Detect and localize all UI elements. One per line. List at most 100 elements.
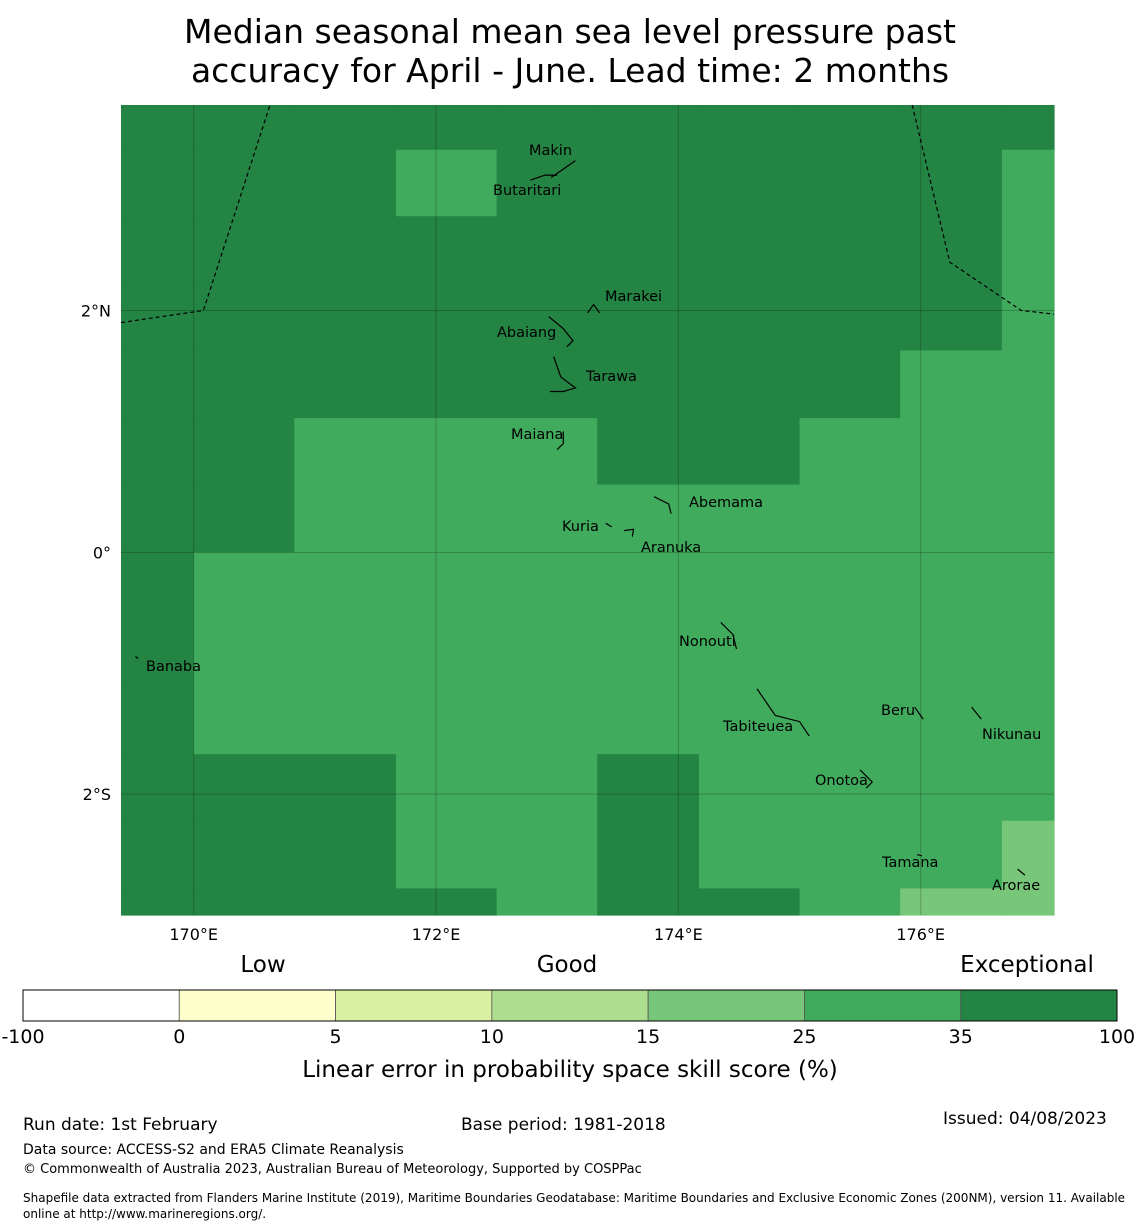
island-label-kuria: Kuria xyxy=(562,519,599,535)
grid-cell-exceptional xyxy=(121,350,195,419)
grid-cell-exceptional xyxy=(396,283,498,352)
grid-cell-exceptional xyxy=(121,620,195,688)
grid-cell-exceptional xyxy=(799,283,901,352)
grid-cell-high xyxy=(597,686,700,755)
island-label-arorae: Arorae xyxy=(992,878,1040,894)
island-labels: Makin Butaritari Marakei Abaiang Tarawa Maian… xyxy=(146,143,1041,894)
grid-cell-exceptional xyxy=(496,216,598,285)
grid-cell-exceptional xyxy=(121,105,195,151)
colorbar-tick-label: 100 xyxy=(1099,1026,1135,1048)
grid-cell-exceptional xyxy=(496,105,598,151)
grid-cell-high xyxy=(193,620,295,688)
island-label-tamana: Tamana xyxy=(881,855,938,871)
grid-cell-high xyxy=(1001,620,1055,688)
grid-cell-high xyxy=(294,620,397,688)
colorbar-frame xyxy=(22,989,1118,1022)
island-label-makin: Makin xyxy=(529,143,572,159)
eez-boundary-east xyxy=(911,104,1055,315)
grid-cell-exceptional xyxy=(597,350,700,419)
lat-tick-label: 0° xyxy=(93,543,111,562)
coastline-nonouti xyxy=(720,621,738,650)
grid-cell-exceptional xyxy=(294,105,397,151)
colorbar-tick-label: 25 xyxy=(792,1026,816,1048)
base-period: Base period: 1981-2018 xyxy=(461,1115,666,1135)
title-line-2: accuracy for April - June. Lead time: 2 … xyxy=(190,51,950,90)
grid-cell-high xyxy=(799,754,901,822)
lon-tick-label: 176°E xyxy=(896,925,945,944)
grid-cell-exceptional xyxy=(294,283,397,352)
grid-cell-exceptional xyxy=(597,149,700,217)
grid-cell-exceptional xyxy=(597,216,700,285)
coastline-butaritari xyxy=(530,174,558,181)
grid-cell-exceptional xyxy=(496,149,598,217)
category-label: Exceptional xyxy=(960,952,1094,978)
colorbar-legend: -100 0 5 10 15 25 35 100 Low Good Exceptional Linea… xyxy=(1,952,1135,1083)
grid-cell-exceptional xyxy=(121,888,195,916)
grid-cell-exceptional xyxy=(900,105,1003,151)
grid-cell-high xyxy=(698,552,801,621)
grid-cell-high xyxy=(1001,484,1055,553)
grid-cell-exceptional xyxy=(698,888,801,916)
grid-cell-exceptional xyxy=(597,105,700,151)
grid-cell-high xyxy=(1001,283,1055,352)
grid-cell-high xyxy=(496,820,598,890)
grid-cell-exceptional xyxy=(396,888,498,916)
grid-cell-high xyxy=(1001,149,1055,217)
map-tick-labels: 170°E 172°E 174°E 176°E 2°N 0° 2°S xyxy=(81,302,945,944)
grid-cell-high xyxy=(496,686,598,755)
grid-cell-high xyxy=(396,686,498,755)
grid-cell-exceptional xyxy=(597,754,700,822)
grid-cell-high xyxy=(900,484,1003,553)
grid-cell-high xyxy=(900,686,1003,755)
eez-boundaries xyxy=(120,104,1055,324)
grid-cell-high xyxy=(900,418,1003,486)
grid-cell-exceptional xyxy=(294,820,397,890)
grid-cell-exceptional xyxy=(121,552,195,621)
grid-cell-high xyxy=(396,552,498,621)
grid-cell-high xyxy=(698,484,801,553)
grid-cell-medium xyxy=(900,888,1003,916)
grid-cell-high xyxy=(900,350,1003,419)
grid-cell-high xyxy=(496,888,598,916)
grid-cell-exceptional xyxy=(193,418,295,486)
coastline-tarawa xyxy=(549,356,577,393)
grid-cell-high xyxy=(597,620,700,688)
colorbar-tick-label: 35 xyxy=(949,1026,973,1048)
colorbar-tick-label: 15 xyxy=(636,1026,660,1048)
grid-cell-exceptional xyxy=(294,149,397,217)
coastline-tamana xyxy=(916,854,923,857)
grid-cell-exceptional xyxy=(698,350,801,419)
colorbar-tick-label: -100 xyxy=(1,1026,44,1048)
grid-cell-exceptional xyxy=(121,418,195,486)
colorbar-bin xyxy=(178,989,336,1022)
grid-cell-high xyxy=(496,418,598,486)
coastline-nikunau xyxy=(971,706,982,720)
island-label-butaritari: Butaritari xyxy=(493,183,561,199)
grid-cell-high xyxy=(799,820,901,890)
colorbar-bin xyxy=(335,989,493,1022)
grid-cell-high xyxy=(1001,418,1055,486)
colorbar-bin xyxy=(804,989,962,1022)
colorbar-bin xyxy=(22,989,180,1022)
grid-cell-medium xyxy=(1001,888,1055,916)
grid-cell-high xyxy=(799,620,901,688)
copyright-notice: © Commonwealth of Australia 2023, Austra… xyxy=(23,1162,642,1177)
grid-cell-high xyxy=(597,484,700,553)
grid-cell-exceptional xyxy=(121,686,195,755)
lon-tick-label: 170°E xyxy=(169,925,218,944)
grid-cell-exceptional xyxy=(121,754,195,822)
grid-cell-exceptional xyxy=(698,149,801,217)
island-label-marakei: Marakei xyxy=(605,289,662,305)
lon-tick-label: 172°E xyxy=(412,925,461,944)
grid-cell-exceptional xyxy=(193,484,295,553)
colorbar-tick-label: 5 xyxy=(330,1026,342,1048)
grid-cell-exceptional xyxy=(193,149,295,217)
grid-cell-high xyxy=(1001,552,1055,621)
grid-cell-exceptional xyxy=(597,820,700,890)
grid-cell-exceptional xyxy=(121,820,195,890)
grid-cell-exceptional xyxy=(1001,105,1055,151)
grid-cell-exceptional xyxy=(121,484,195,553)
grid-cell-high xyxy=(698,820,801,890)
grid-cell-high xyxy=(396,820,498,890)
